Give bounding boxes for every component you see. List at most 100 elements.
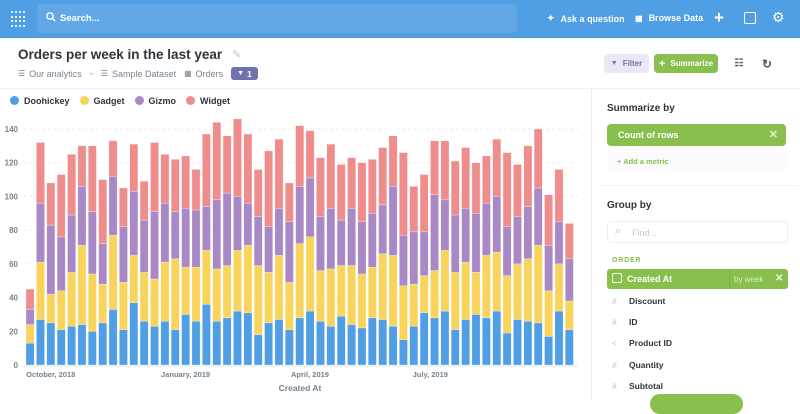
bar-widget bbox=[274, 138, 284, 209]
find-input[interactable]: ⌕ Find... bbox=[607, 221, 788, 243]
bar-doohickey bbox=[77, 324, 87, 366]
bar-gadget bbox=[191, 266, 201, 322]
database-icon: ☰ bbox=[100, 69, 109, 78]
bar-widget bbox=[139, 181, 149, 221]
bar-doohickey bbox=[98, 322, 108, 366]
bar-gadget bbox=[285, 282, 294, 330]
gear-icon[interactable]: ⚙ bbox=[772, 9, 785, 25]
group-item-quantity[interactable]: # Quantity bbox=[612, 360, 663, 370]
terminal-icon[interactable] bbox=[744, 12, 756, 24]
group-item-discount[interactable]: # Discount bbox=[612, 296, 665, 306]
metabase-logo-icon[interactable] bbox=[11, 11, 27, 27]
bar-gizmo bbox=[305, 177, 315, 238]
search-icon: ⌕ bbox=[615, 225, 622, 237]
plus-icon: + bbox=[658, 57, 666, 70]
bar-widget bbox=[430, 140, 439, 195]
search-input[interactable]: Search... bbox=[37, 4, 517, 33]
bar-doohickey bbox=[191, 320, 201, 366]
bar-gizmo bbox=[36, 202, 45, 263]
group-item-id[interactable]: # ID bbox=[612, 317, 638, 327]
connection-icon: < bbox=[612, 338, 617, 348]
bar-widget bbox=[347, 157, 356, 209]
bar-gadget bbox=[440, 250, 450, 312]
bar-gadget bbox=[212, 268, 222, 322]
bar-widget bbox=[108, 140, 118, 177]
bar-gadget bbox=[471, 272, 481, 315]
legend-label: Widget bbox=[200, 96, 230, 106]
field-label: Subtotal bbox=[629, 381, 663, 391]
bar-gizmo bbox=[56, 236, 66, 292]
pencil-icon[interactable]: ✎ bbox=[232, 49, 242, 61]
bar-gadget bbox=[326, 268, 336, 327]
ask-question-button[interactable]: ✦ Ask a question bbox=[547, 13, 625, 24]
filter-count: 1 bbox=[247, 68, 252, 79]
bar-widget bbox=[295, 125, 305, 187]
breadcrumb-collection[interactable]: ☰ Our analytics bbox=[18, 69, 82, 79]
group-item-created-at[interactable]: Created At by week ✕ bbox=[607, 269, 788, 289]
legend-item-gizmo[interactable]: Gizmo bbox=[134, 96, 176, 106]
bar-doohickey bbox=[533, 322, 543, 366]
refresh-icon[interactable]: ↻ bbox=[761, 56, 773, 71]
divider bbox=[598, 185, 798, 186]
bar-doohickey bbox=[305, 310, 315, 366]
bar-gadget bbox=[544, 290, 553, 337]
notebook-icon[interactable]: ☷ bbox=[734, 58, 744, 69]
crumb-label: Sample Dataset bbox=[112, 68, 177, 79]
filter-button[interactable]: ▼ Filter bbox=[604, 54, 649, 73]
bar-gizmo bbox=[98, 243, 108, 285]
summarize-button[interactable]: + Summarize bbox=[654, 54, 718, 73]
bar-gizmo bbox=[533, 187, 543, 246]
plus-icon[interactable]: + bbox=[714, 8, 724, 27]
bar-doohickey bbox=[25, 342, 35, 366]
bar-widget bbox=[98, 179, 108, 244]
bar-gadget bbox=[77, 245, 87, 325]
bar-gadget bbox=[316, 270, 325, 322]
bar-gadget bbox=[305, 236, 315, 312]
breadcrumb-table[interactable]: ▦ Orders bbox=[184, 69, 223, 79]
bar-gadget bbox=[378, 253, 388, 320]
legend-item-widget[interactable]: Widget bbox=[186, 96, 230, 106]
bar-doohickey bbox=[450, 329, 460, 366]
bar-widget bbox=[326, 143, 336, 209]
bar-widget bbox=[160, 154, 170, 204]
done-button[interactable] bbox=[650, 394, 743, 414]
bar-widget bbox=[36, 142, 45, 204]
browse-data-button[interactable]: ▦ Browse Data bbox=[635, 13, 703, 23]
bar-doohickey bbox=[409, 325, 419, 366]
close-icon[interactable]: ✕ bbox=[775, 273, 784, 284]
bar-widget bbox=[243, 133, 253, 204]
summarize-label: Summarize bbox=[670, 59, 714, 68]
group-item-product-id[interactable]: < Product ID bbox=[612, 338, 672, 348]
bar-doohickey bbox=[357, 327, 367, 366]
breadcrumb-database[interactable]: ☰ Sample Dataset bbox=[101, 69, 176, 79]
bar-gadget bbox=[67, 272, 76, 327]
bar-gizmo bbox=[25, 309, 35, 325]
legend-item-gadget[interactable]: Gadget bbox=[79, 96, 125, 106]
bar-gizmo bbox=[77, 186, 87, 246]
bar-gizmo bbox=[87, 211, 97, 275]
crumb-label: Orders bbox=[195, 68, 224, 79]
bar-widget bbox=[388, 135, 398, 187]
bar-doohickey bbox=[419, 312, 429, 366]
bar-gizmo bbox=[450, 214, 460, 273]
bar-gizmo bbox=[264, 226, 273, 273]
divider bbox=[0, 88, 800, 89]
bar-widget bbox=[544, 194, 553, 246]
bar-widget bbox=[56, 174, 66, 238]
metric-pill[interactable]: Count of rows ✕ bbox=[607, 124, 786, 146]
bar-gadget bbox=[409, 283, 419, 327]
bar-widget bbox=[378, 147, 388, 206]
filter-badge[interactable]: ▼ 1 bbox=[231, 67, 258, 80]
bar-gizmo bbox=[471, 213, 481, 273]
bucket-selector[interactable]: by week bbox=[734, 275, 764, 284]
bar-doohickey bbox=[108, 309, 118, 366]
bar-gizmo bbox=[295, 186, 305, 244]
bar-gizmo bbox=[222, 192, 232, 266]
group-item-subtotal[interactable]: # Subtotal bbox=[612, 381, 663, 391]
bar-widget bbox=[25, 288, 35, 310]
add-metric-button[interactable]: + Add a metric bbox=[607, 152, 788, 171]
close-icon[interactable]: ✕ bbox=[768, 129, 778, 141]
legend-item-doohickey[interactable]: Doohickey bbox=[10, 96, 70, 106]
bar-doohickey bbox=[87, 331, 97, 366]
bar-doohickey bbox=[399, 339, 408, 366]
